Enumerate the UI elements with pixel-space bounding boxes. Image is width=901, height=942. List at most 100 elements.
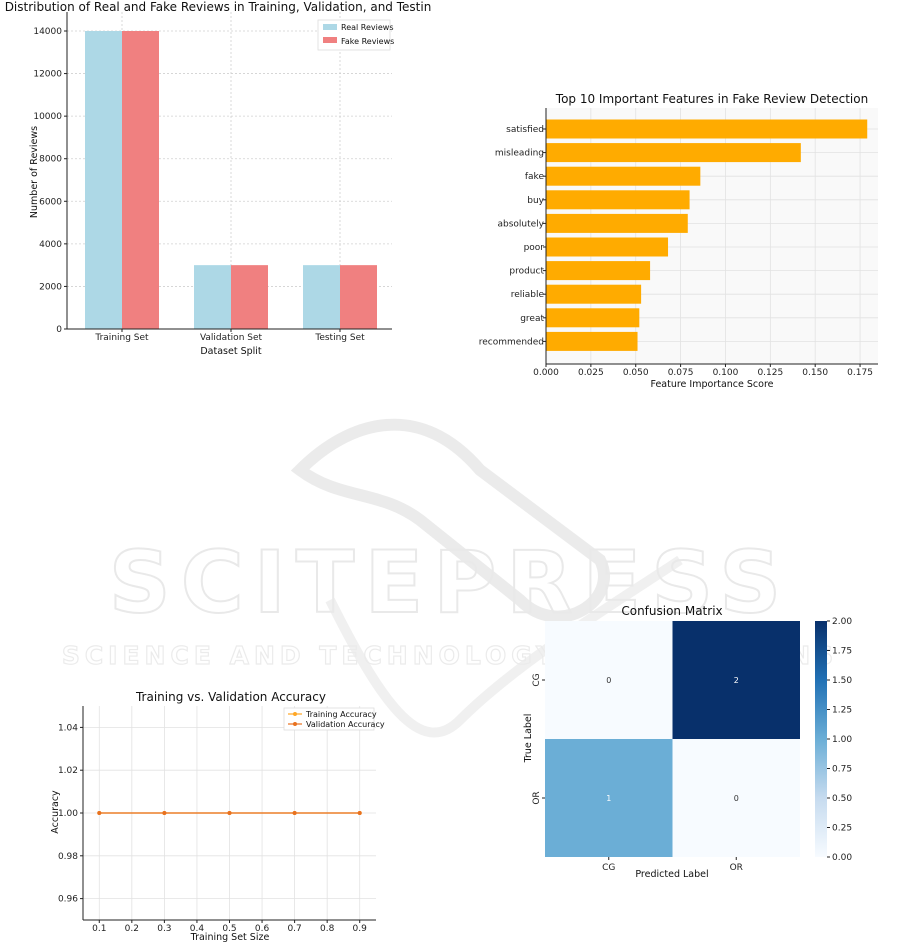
watermark-book-curve: [325, 555, 683, 738]
chart2-category-label: recommended: [479, 337, 544, 347]
chart2-x-tick-label: 0.125: [757, 368, 783, 378]
chart2-x-label: Feature Importance Score: [651, 379, 774, 390]
chart4-point-validation: [357, 811, 362, 815]
legend-label-fake: Fake Reviews: [341, 37, 394, 46]
chart1-y-tick-label: 4000: [39, 240, 62, 250]
confusion-matrix-cells: 0 2 1 0: [545, 621, 800, 857]
chart4-point-validation: [292, 811, 297, 815]
chart2-category-label: reliable: [511, 290, 545, 300]
chart4-y-tick-label: 0.96: [58, 895, 78, 905]
chart2-bar-product: [546, 261, 651, 281]
chart2-category-label: misleading: [495, 149, 544, 159]
colorbar-ticks: 0.00 0.25 0.50 0.75 1.00 1.25 1.50 1.75 2.00: [827, 617, 852, 863]
colorbar-tick-label: 1.00: [832, 735, 852, 745]
colorbar-tick-label: 0.50: [832, 794, 852, 804]
chart2-x-tick-label: 0.000: [533, 368, 559, 378]
chart3-x-label: Predicted Label: [635, 869, 708, 880]
chart1-y-tick-label: 0: [56, 325, 62, 335]
watermark-logo-text: SCITEPRESS: [109, 533, 791, 633]
chart2-x-tick-label: 0.175: [847, 368, 873, 378]
chart2-bar-absolutely: [546, 213, 688, 233]
legend-swatch-real: [323, 24, 337, 30]
chart4-x-ticks: 0.1 0.2 0.3 0.4 0.5 0.6 0.7 0.8 0.9: [92, 920, 367, 934]
chart1-legend: Real Reviews Fake Reviews: [317, 19, 394, 51]
chart1-y-label: Number of Reviews: [29, 126, 40, 218]
chart1-x-tick-label: Training Set: [94, 333, 149, 343]
chart1-x-tick-label: Testing Set: [314, 333, 365, 343]
chart4-y-tick-label: 0.98: [58, 852, 78, 862]
confusion-x-tick-label: CG: [602, 863, 615, 873]
colorbar-tick-label: 1.50: [832, 676, 852, 686]
chart4-x-tick-label: 0.6: [255, 924, 270, 934]
chart1-bar-real: [194, 265, 231, 329]
chart2-x-ticks: 0.000 0.025 0.050 0.075 0.100 0.125 0.150 0.175: [533, 364, 873, 378]
chart4-point-validation: [162, 811, 167, 815]
confusion-cell-value: 0: [606, 676, 611, 685]
chart1-y-tick-label: 14000: [33, 27, 62, 37]
chart2-category-label: product: [509, 267, 544, 277]
chart2-x-tick-label: 0.100: [713, 368, 739, 378]
chart4-x-tick-label: 0.2: [125, 924, 139, 934]
chart4-point-validation: [227, 811, 232, 815]
confusion-matrix-labels: CG OR CG OR: [532, 673, 743, 873]
chart4-x-tick-label: 0.3: [157, 924, 171, 934]
chart2-bar-great: [546, 308, 640, 328]
colorbar: [815, 621, 827, 857]
chart4-y-tick-label: 1.00: [58, 809, 78, 819]
chart2-x-tick-label: 0.075: [668, 368, 694, 378]
legend-swatch-fake: [323, 37, 337, 43]
chart4-y-label: Accuracy: [50, 790, 61, 834]
confusion-y-tick-label: CG: [532, 673, 542, 686]
watermark-book-logo: [290, 418, 610, 623]
chart2-bar-recommended: [546, 331, 638, 351]
chart1-y-ticks: 0 2000 4000 6000 8000 10000 12000 14000: [33, 27, 67, 335]
confusion-matrix-chart: Confusion Matrix 0 2 1 0 CG OR CG OR Predicted…: [523, 604, 852, 880]
colorbar-tick-label: 0.25: [832, 824, 852, 834]
chart4-x-label: Training Set Size: [190, 932, 270, 942]
chart4-x-tick-label: 0.4: [190, 924, 205, 934]
chart4-x-tick-label: 0.7: [287, 924, 301, 934]
chart4-x-tick-label: 0.8: [320, 924, 335, 934]
chart2-category-label: poor: [524, 243, 545, 253]
chart2-bar-fake: [546, 166, 701, 186]
feature-importance-chart: Top 10 Important Features in Fake Review…: [479, 92, 878, 390]
legend-marker-validation: [293, 722, 297, 726]
chart4-x-tick-label: 0.5: [222, 924, 236, 934]
confusion-cell-value: 2: [734, 676, 739, 685]
chart1-bar-fake: [122, 31, 159, 329]
legend-label-real: Real Reviews: [341, 23, 394, 32]
confusion-cell: [672, 739, 800, 857]
chart4-y-tick-label: 1.02: [58, 766, 78, 776]
chart4-y-ticks: 0.96 0.98 1.00 1.02 1.04: [58, 723, 83, 905]
chart1-bar-fake: [340, 265, 377, 329]
confusion-y-tick-label: OR: [532, 791, 542, 804]
chart2-bar-satisfied: [546, 119, 868, 139]
chart1-bar-real: [303, 265, 340, 329]
colorbar-tick-label: 1.25: [832, 706, 852, 716]
chart2-bars: [546, 119, 868, 351]
chart1-y-tick-label: 8000: [39, 155, 62, 165]
accuracy-line-chart: Training vs. Validation Accuracy 0.96 0.9…: [50, 690, 385, 942]
chart2-bar-reliable: [546, 284, 642, 304]
colorbar-tick-label: 0.75: [832, 765, 852, 775]
confusion-cell: [545, 739, 673, 857]
legend-label-training: Training Accuracy: [305, 710, 377, 719]
chart4-title: Training vs. Validation Accuracy: [135, 690, 326, 704]
chart1-bar-fake: [231, 265, 268, 329]
chart1-x-label: Dataset Split: [200, 346, 262, 357]
chart2-category-labels: satisfied misleading fake buy absolutely poor…: [479, 125, 546, 347]
chart4-x-tick-label: 0.1: [92, 924, 106, 934]
publisher-watermark: SCITEPRESS SCIENCE AND TECHNOLOGY PUBLIC…: [61, 418, 834, 738]
chart2-x-tick-label: 0.025: [578, 368, 604, 378]
chart2-category-label: buy: [527, 196, 544, 206]
legend-marker-training: [293, 712, 297, 716]
chart1-title: Distribution of Real and Fake Reviews in…: [5, 0, 432, 14]
chart1-y-tick-label: 10000: [33, 112, 62, 122]
chart2-category-label: absolutely: [497, 219, 544, 229]
chart1-y-tick-label: 6000: [39, 197, 62, 207]
chart4-point-validation: [97, 811, 102, 815]
chart1-x-ticks: Training Set Validation Set Testing Set: [94, 329, 365, 343]
confusion-cell-value: 0: [734, 794, 739, 803]
chart1-bar-real: [85, 31, 122, 329]
